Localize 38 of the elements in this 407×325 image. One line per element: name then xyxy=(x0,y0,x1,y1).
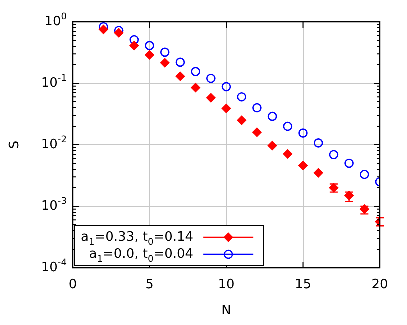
point xyxy=(191,83,200,92)
point xyxy=(99,25,108,34)
point xyxy=(114,28,124,38)
point xyxy=(160,48,170,58)
point xyxy=(314,168,324,178)
point xyxy=(191,67,200,76)
point xyxy=(298,128,308,138)
x-tick-label: 0 xyxy=(68,277,78,292)
x-tick-label: 10 xyxy=(218,277,235,292)
point xyxy=(206,93,216,103)
point xyxy=(206,74,216,84)
point xyxy=(237,116,246,126)
point xyxy=(314,138,324,148)
point xyxy=(176,58,186,68)
point xyxy=(160,58,170,68)
x-tick-label: 15 xyxy=(294,277,312,292)
point xyxy=(176,72,186,82)
point xyxy=(130,41,140,50)
x-tick-label: 20 xyxy=(372,277,388,292)
x-tick-label: 5 xyxy=(146,277,154,292)
point xyxy=(344,158,354,168)
point xyxy=(268,112,278,122)
y-axis-title: S xyxy=(7,140,22,150)
point xyxy=(268,141,278,150)
point xyxy=(130,35,140,45)
point xyxy=(252,103,262,113)
point xyxy=(145,50,154,60)
point xyxy=(252,128,262,138)
point xyxy=(237,92,246,102)
x-axis-title: N xyxy=(222,303,232,318)
point xyxy=(145,41,154,50)
point xyxy=(298,161,308,170)
point xyxy=(222,104,232,114)
point xyxy=(283,122,293,132)
point xyxy=(360,170,370,180)
point xyxy=(222,82,232,92)
point xyxy=(283,150,293,159)
point xyxy=(329,150,339,160)
